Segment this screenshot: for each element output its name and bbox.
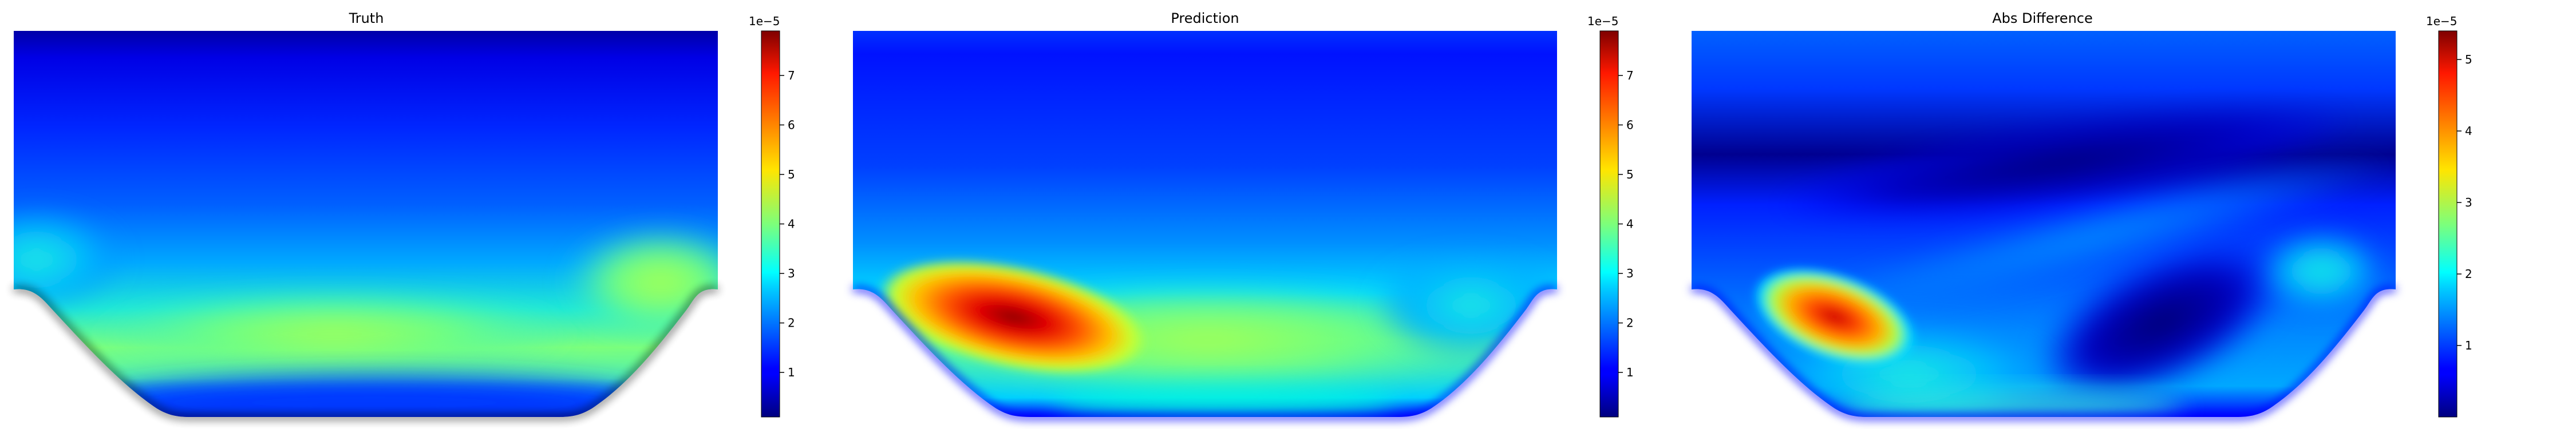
colorbar-tick-label: 4 xyxy=(1626,217,1634,231)
panel-title: Prediction xyxy=(1171,10,1239,26)
panel-prediction: Prediction 1e−5 1 2 3 4 5 6 7 xyxy=(852,10,1634,419)
panel-title: Truth xyxy=(349,10,384,26)
colorbar-gradient xyxy=(2439,31,2457,417)
colorbar-tick-label: 3 xyxy=(1626,267,1634,280)
colorbar-multiplier: 1e−5 xyxy=(1587,14,1619,28)
panel-title: Abs Difference xyxy=(1992,10,2093,26)
colorbar-tick-label: 6 xyxy=(788,118,795,132)
colorbar-multiplier: 1e−5 xyxy=(2426,14,2458,28)
colorbar-tick-label: 5 xyxy=(788,168,795,181)
colorbar-tick-label: 3 xyxy=(788,267,795,280)
colorbar-tick-label: 3 xyxy=(2465,196,2472,209)
colorbar-tick-label: 4 xyxy=(788,217,795,231)
colorbar-tick-label: 1 xyxy=(1626,366,1634,379)
colorbar-tick-label: 7 xyxy=(1626,69,1634,82)
colorbar-gradient xyxy=(761,31,780,417)
colorbar-multiplier: 1e−5 xyxy=(749,14,780,28)
colorbar-gradient xyxy=(1600,31,1618,417)
colorbar: 1e−5 1 2 3 4 5 6 7 xyxy=(1587,14,1634,418)
colorbar-tick-label: 4 xyxy=(2465,124,2472,138)
colorbar-tick-label: 2 xyxy=(1626,316,1634,330)
colorbar-tick-label: 7 xyxy=(788,69,795,82)
colorbar-tick-label: 2 xyxy=(788,316,795,330)
colorbar-tick-label: 6 xyxy=(1626,118,1634,132)
heatmap-field xyxy=(852,31,1558,419)
panel-truth: Truth 1e−5 1 2 3 4 5 6 7 xyxy=(13,10,795,419)
colorbar-tick-label: 1 xyxy=(788,366,795,379)
heatmap-field xyxy=(13,31,718,419)
colorbar-tick-label: 1 xyxy=(2465,339,2472,352)
panel-abs-difference: Abs Difference 1e−5 1 2 3 4 5 xyxy=(1691,10,2472,419)
colorbar: 1e−5 1 2 3 4 5 xyxy=(2426,14,2472,418)
colorbar-tick-label: 5 xyxy=(1626,168,1634,181)
heatmap-field xyxy=(1691,31,2396,419)
colorbar: 1e−5 1 2 3 4 5 6 7 xyxy=(749,14,795,418)
colorbar-tick-label: 5 xyxy=(2465,53,2472,66)
colorbar-tick-label: 2 xyxy=(2465,267,2472,281)
